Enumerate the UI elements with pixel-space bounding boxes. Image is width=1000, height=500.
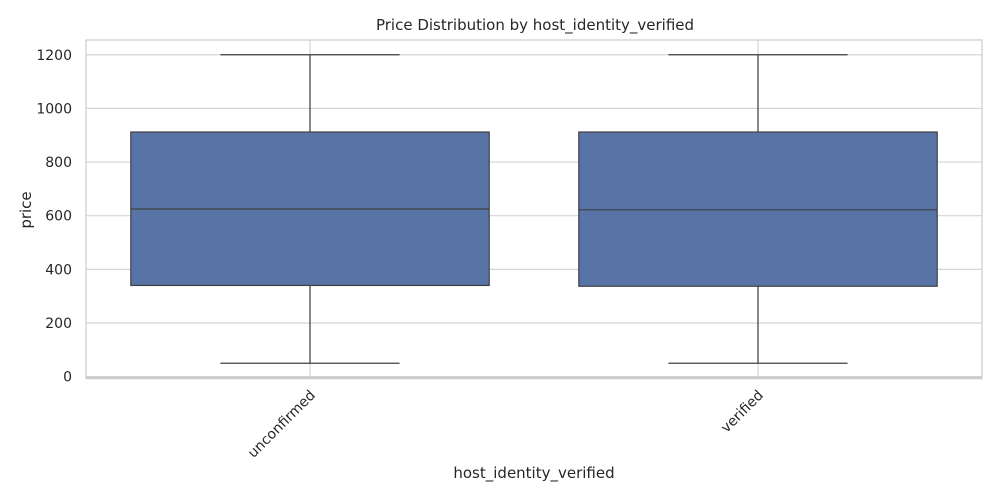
box-verified [578,54,938,364]
x-axis-label: host_identity_verified [453,464,614,483]
chart-title: Price Distribution by host_identity_veri… [376,16,694,35]
y-tick-label: 0 [63,370,72,386]
y-tick-label: 1000 [36,101,72,117]
box-unconfirmed [130,54,490,364]
y-tick-label: 400 [45,262,72,278]
y-tick-label: 1200 [36,48,72,64]
y-tick-label: 600 [45,209,72,225]
y-tick-label: 200 [45,316,72,332]
x-tick-label: verified [718,388,767,437]
x-tick-label: unconfirmed [245,388,319,462]
y-tick-label: 800 [45,155,72,171]
boxes [130,54,938,364]
iqr-box [578,131,938,287]
y-axis-label: price [17,191,35,228]
